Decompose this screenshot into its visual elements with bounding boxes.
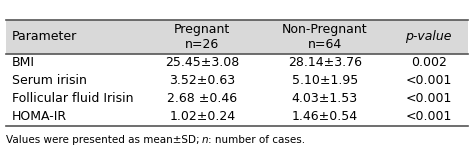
Text: <0.001: <0.001 xyxy=(405,110,452,123)
Text: 5.10±1.95: 5.10±1.95 xyxy=(292,74,358,87)
Text: p-value: p-value xyxy=(405,30,452,43)
Text: 25.45±3.08: 25.45±3.08 xyxy=(165,56,239,69)
Text: 0.002: 0.002 xyxy=(410,56,447,69)
Text: HOMA-IR: HOMA-IR xyxy=(12,110,67,123)
Text: <0.001: <0.001 xyxy=(405,92,452,105)
Text: Non-Pregnant
n=64: Non-Pregnant n=64 xyxy=(282,23,367,51)
Text: BMI: BMI xyxy=(12,56,35,69)
Text: Pregnant
n=26: Pregnant n=26 xyxy=(174,23,230,51)
Text: <0.001: <0.001 xyxy=(405,74,452,87)
Text: 1.02±0.24: 1.02±0.24 xyxy=(169,110,236,123)
Text: : number of cases.: : number of cases. xyxy=(209,135,306,145)
Text: 3.52±0.63: 3.52±0.63 xyxy=(169,74,236,87)
Text: Parameter: Parameter xyxy=(12,30,77,43)
Text: Follicular fluid Irisin: Follicular fluid Irisin xyxy=(12,92,133,105)
Text: n: n xyxy=(202,135,209,145)
Text: Values were presented as mean±SD;: Values were presented as mean±SD; xyxy=(6,135,203,145)
Text: 4.03±1.53: 4.03±1.53 xyxy=(292,92,358,105)
Text: 1.46±0.54: 1.46±0.54 xyxy=(292,110,358,123)
Text: Serum irisin: Serum irisin xyxy=(12,74,87,87)
Bar xyxy=(6,20,468,54)
Text: 28.14±3.76: 28.14±3.76 xyxy=(288,56,362,69)
Text: 2.68 ±0.46: 2.68 ±0.46 xyxy=(167,92,237,105)
